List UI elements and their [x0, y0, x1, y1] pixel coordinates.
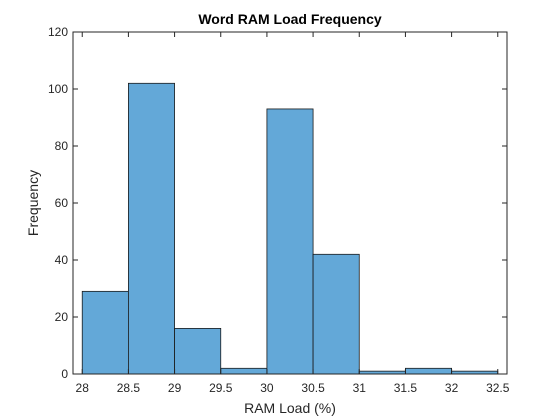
ticks-group: 28 28.5 29 29.5 30 30.5 31 31.5 32 32.5 0 20 40 60 80 1… [48, 25, 510, 395]
y-axis-label: Frequency [25, 170, 41, 236]
x-axis-label: RAM Load (%) [244, 400, 336, 416]
y-tick-label: 40 [55, 253, 69, 267]
x-tick-label: 29 [168, 381, 182, 395]
histogram-bar [174, 327, 222, 375]
histogram-bar [405, 367, 452, 375]
histogram-bar [266, 108, 314, 375]
histogram-bar [81, 290, 129, 375]
x-tick-label: 28 [76, 381, 90, 395]
bars-group [81, 82, 499, 375]
x-tick-label: 32.5 [486, 381, 510, 395]
x-tick-label: 28.5 [117, 381, 141, 395]
histogram-bar [128, 82, 175, 375]
y-tick-label: 100 [48, 82, 68, 96]
y-tick-label: 0 [61, 367, 68, 381]
x-tick-label: 29.5 [209, 381, 233, 395]
x-tick-label: 31 [353, 381, 367, 395]
y-tick-label: 80 [55, 139, 69, 153]
histogram-bar [220, 367, 268, 375]
x-tick-label: 30.5 [301, 381, 325, 395]
y-tick-label: 20 [55, 310, 69, 324]
x-tick-label: 31.5 [394, 381, 418, 395]
x-tick-label: 32 [445, 381, 459, 395]
y-tick-label: 120 [48, 25, 68, 39]
histogram-bar [312, 253, 360, 375]
x-tick-label: 30 [260, 381, 274, 395]
y-tick-label: 60 [55, 196, 69, 210]
chart-title: Word RAM Load Frequency [198, 11, 382, 27]
